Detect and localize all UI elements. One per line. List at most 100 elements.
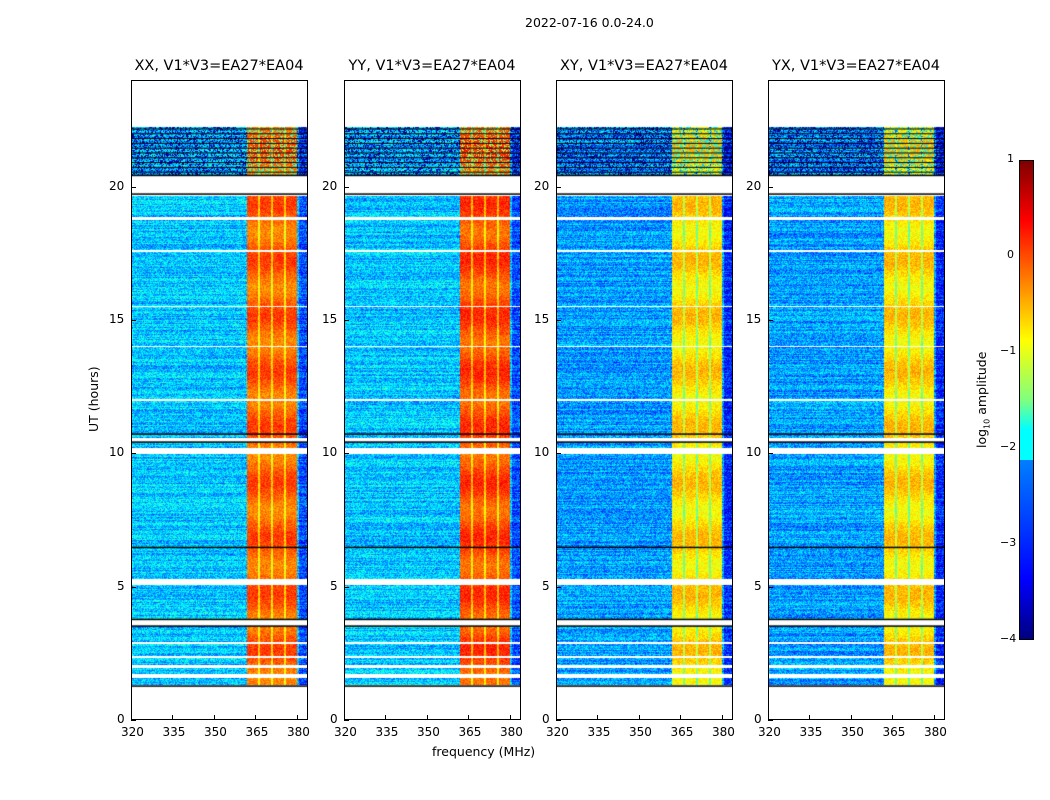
y-tick-label: 10 xyxy=(746,445,762,460)
x-tick xyxy=(638,715,640,720)
y-tick-label: 0 xyxy=(117,712,125,726)
y-tick xyxy=(768,186,773,188)
x-tick xyxy=(597,715,599,720)
heatmap-image xyxy=(557,81,732,719)
y-tick xyxy=(556,186,561,188)
x-tick-label: 335 xyxy=(162,725,186,739)
y-tick xyxy=(344,586,349,588)
x-tick-label: 335 xyxy=(375,725,399,739)
x-tick-label: 320 xyxy=(334,725,357,739)
y-tick-label: 20 xyxy=(109,178,125,193)
x-tick xyxy=(809,715,811,720)
y-tick xyxy=(131,186,136,188)
heatmap-image xyxy=(345,81,520,719)
x-tick xyxy=(172,715,174,720)
x-tick-label: 335 xyxy=(799,725,823,739)
spectrogram-panel xyxy=(768,80,945,720)
x-tick-label: 365 xyxy=(245,725,269,739)
x-tick-label: 380 xyxy=(711,725,735,739)
colorbar-tick-label: −3 xyxy=(1000,536,1017,549)
x-tick-label: 380 xyxy=(923,725,947,739)
x-tick xyxy=(892,715,894,720)
y-tick-label: 10 xyxy=(534,445,550,460)
colorbar-label: log10 amplitude xyxy=(974,351,992,448)
x-tick-label: 320 xyxy=(546,725,569,739)
y-tick-label: 20 xyxy=(322,178,338,193)
x-tick-label: 350 xyxy=(628,725,652,739)
y-tick-label: 15 xyxy=(109,312,125,326)
x-tick-label: 365 xyxy=(670,725,694,739)
x-tick xyxy=(680,715,682,720)
x-tick xyxy=(426,715,428,720)
colorbar-tick-label: −4 xyxy=(1000,632,1017,645)
y-tick-label: 10 xyxy=(322,445,338,460)
x-tick xyxy=(131,715,132,720)
x-axis-label: frequency (MHz) xyxy=(432,744,536,759)
y-tick-label: 0 xyxy=(330,712,338,726)
y-tick xyxy=(131,453,136,455)
x-tick xyxy=(255,715,257,720)
figure-suptitle: 2022-07-16 0.0-24.0 xyxy=(525,15,654,30)
y-tick-label: 15 xyxy=(746,312,762,326)
colorbar-tick-label: 1 xyxy=(1007,152,1014,165)
x-tick xyxy=(509,715,511,720)
y-tick-label: 5 xyxy=(330,578,338,593)
x-tick xyxy=(721,715,723,720)
y-tick-label: 5 xyxy=(542,578,550,593)
y-tick xyxy=(344,186,349,188)
spectrogram-panel xyxy=(131,80,308,720)
x-tick xyxy=(296,715,298,720)
heatmap-image xyxy=(132,81,307,719)
spectrogram-panel xyxy=(556,80,733,720)
panel-title: YX, V1*V3=EA27*EA04 xyxy=(771,58,940,74)
x-tick xyxy=(556,715,557,720)
x-tick-label: 350 xyxy=(840,725,864,739)
y-tick-label: 15 xyxy=(322,312,338,326)
y-tick xyxy=(131,720,136,721)
y-tick xyxy=(556,453,561,455)
colorbar-tick-label: −1 xyxy=(1000,344,1017,357)
x-tick xyxy=(385,715,387,720)
y-tick xyxy=(556,320,561,321)
panel-title: YY, V1*V3=EA27*EA04 xyxy=(348,58,516,74)
y-tick xyxy=(344,720,349,721)
x-tick-label: 350 xyxy=(416,725,440,739)
x-tick xyxy=(933,715,935,720)
y-tick-label: 20 xyxy=(746,178,762,193)
colorbar-tick-label: −2 xyxy=(1000,440,1017,453)
x-tick xyxy=(850,715,852,720)
spectrogram-panel xyxy=(344,80,521,720)
y-tick xyxy=(344,320,349,321)
y-tick-label: 0 xyxy=(754,712,762,726)
y-tick-label: 20 xyxy=(534,178,550,193)
x-tick-label: 380 xyxy=(499,725,523,739)
y-axis-label: UT (hours) xyxy=(86,366,101,432)
y-tick xyxy=(344,453,349,455)
y-tick-label: 5 xyxy=(117,578,125,593)
x-tick-label: 365 xyxy=(458,725,482,739)
y-tick xyxy=(768,586,773,588)
x-tick xyxy=(768,715,769,720)
y-tick xyxy=(768,453,773,455)
x-tick-label: 320 xyxy=(758,725,781,739)
colorbar-tick-label: 0 xyxy=(1007,248,1014,261)
panel-title: XY, V1*V3=EA27*EA04 xyxy=(559,58,728,74)
y-tick xyxy=(131,320,136,321)
x-tick xyxy=(468,715,470,720)
y-tick xyxy=(768,720,773,721)
heatmap-image xyxy=(769,81,944,719)
x-tick-label: 320 xyxy=(121,725,144,739)
colorbar xyxy=(1019,160,1034,640)
y-tick xyxy=(131,586,136,588)
y-tick-label: 15 xyxy=(534,312,550,326)
x-tick-label: 380 xyxy=(286,725,310,739)
x-tick-label: 365 xyxy=(882,725,906,739)
y-tick xyxy=(556,586,561,588)
y-tick-label: 5 xyxy=(754,578,762,593)
panel-title: XX, V1*V3=EA27*EA04 xyxy=(134,58,304,74)
x-tick xyxy=(213,715,215,720)
x-tick-label: 335 xyxy=(587,725,611,739)
x-tick xyxy=(344,715,345,720)
y-tick xyxy=(768,320,773,321)
